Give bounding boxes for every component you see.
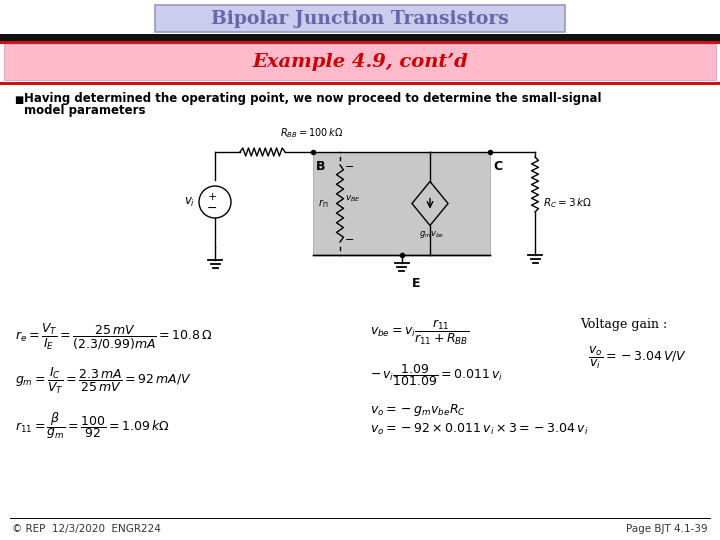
- Text: C: C: [493, 160, 502, 173]
- Text: −: −: [207, 201, 217, 214]
- Text: $g_m = \dfrac{I_C}{V_T} = \dfrac{2.3\,mA}{25\,mV} = 92\,mA/V$: $g_m = \dfrac{I_C}{V_T} = \dfrac{2.3\,mA…: [15, 366, 192, 396]
- Text: Voltage gain :: Voltage gain :: [580, 318, 667, 331]
- Text: Page BJT 4.1-39: Page BJT 4.1-39: [626, 524, 708, 534]
- Bar: [155, 5, 565, 32]
- Text: B: B: [316, 160, 325, 173]
- Text: $v_{be} = v_i \dfrac{r_{11}}{r_{11} + R_{BB}}$: $v_{be} = v_i \dfrac{r_{11}}{r_{11} + R_…: [370, 318, 469, 347]
- Text: $-\,v_i \dfrac{1.09}{101.09} = 0.011\,v_i$: $-\,v_i \dfrac{1.09}{101.09} = 0.011\,v_…: [370, 362, 503, 388]
- Text: +: +: [207, 192, 217, 202]
- Text: $v_o = -92 \times 0.011\,v_i \times 3 = -3.04\,v_i$: $v_o = -92 \times 0.011\,v_i \times 3 = …: [370, 422, 588, 437]
- Text: © REP  12/3/2020  ENGR224: © REP 12/3/2020 ENGR224: [12, 524, 161, 534]
- Text: Bipolar Junction Transistors: Bipolar Junction Transistors: [211, 10, 509, 28]
- Text: −: −: [345, 162, 354, 172]
- Text: E: E: [412, 277, 420, 290]
- Text: ■: ■: [14, 95, 23, 105]
- Bar: [4, 44, 716, 80]
- Bar: [0, 82, 720, 85]
- Text: model parameters: model parameters: [24, 104, 145, 117]
- Bar: [313, 152, 490, 255]
- Text: Example 4.9, cont’d: Example 4.9, cont’d: [252, 53, 468, 71]
- Text: $r_e = \dfrac{V_T}{I_E} = \dfrac{25\,mV}{(2.3/0.99)mA} = 10.8\,\Omega$: $r_e = \dfrac{V_T}{I_E} = \dfrac{25\,mV}…: [15, 322, 212, 352]
- Text: $\dfrac{v_o}{v_i} = -3.04\,V/V$: $\dfrac{v_o}{v_i} = -3.04\,V/V$: [588, 345, 688, 371]
- Text: $R_C = 3\,k\Omega$: $R_C = 3\,k\Omega$: [543, 197, 592, 211]
- Text: −: −: [345, 235, 354, 245]
- Text: Having determined the operating point, we now proceed to determine the small-sig: Having determined the operating point, w…: [24, 92, 601, 105]
- Text: $v_i$: $v_i$: [184, 195, 196, 208]
- Text: $v_o = -g_m v_{be} R_C$: $v_o = -g_m v_{be} R_C$: [370, 402, 466, 418]
- Text: $R_{BB} = 100\,k\Omega$: $R_{BB} = 100\,k\Omega$: [280, 126, 343, 140]
- Bar: [0, 34, 720, 41]
- Text: $g_m v_{be}$: $g_m v_{be}$: [419, 228, 445, 240]
- Text: $v_{BE}$: $v_{BE}$: [345, 193, 361, 204]
- Text: $r_\Pi$: $r_\Pi$: [318, 197, 328, 210]
- Bar: [0, 41, 720, 44]
- Text: $r_{11} = \dfrac{\beta}{g_m} = \dfrac{100}{92} = 1.09\,k\Omega$: $r_{11} = \dfrac{\beta}{g_m} = \dfrac{10…: [15, 410, 170, 441]
